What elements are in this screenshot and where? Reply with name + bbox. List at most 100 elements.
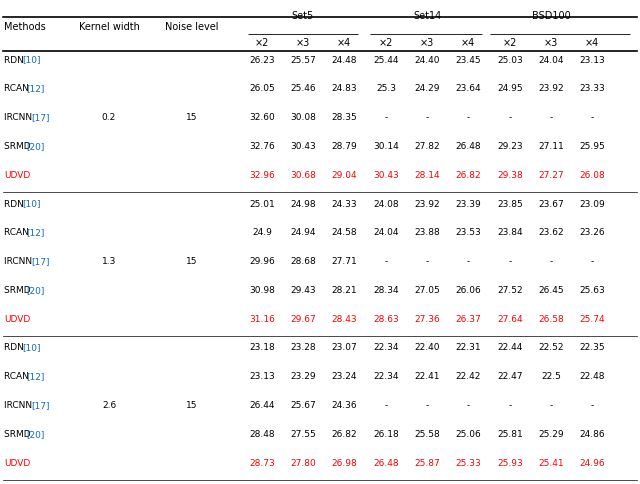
Text: 23.28: 23.28 — [290, 344, 316, 352]
Text: [20]: [20] — [26, 142, 45, 151]
Text: 27.82: 27.82 — [414, 142, 440, 151]
Text: ×4: ×4 — [337, 38, 351, 47]
Text: [10]: [10] — [22, 199, 40, 209]
Text: 26.48: 26.48 — [455, 142, 481, 151]
Text: -: - — [590, 401, 594, 410]
Text: ×3: ×3 — [420, 38, 434, 47]
Text: 25.74: 25.74 — [579, 315, 605, 324]
Text: 27.71: 27.71 — [331, 257, 357, 266]
Text: Kernel width: Kernel width — [79, 22, 140, 31]
Text: 30.43: 30.43 — [373, 171, 399, 180]
Text: 25.44: 25.44 — [373, 56, 399, 64]
Text: 28.68: 28.68 — [290, 257, 316, 266]
Text: 32.96: 32.96 — [249, 171, 275, 180]
Text: 22.31: 22.31 — [455, 344, 481, 352]
Text: 28.73: 28.73 — [249, 459, 275, 468]
Text: 31.16: 31.16 — [249, 315, 275, 324]
Text: 26.08: 26.08 — [579, 171, 605, 180]
Text: 28.43: 28.43 — [331, 315, 357, 324]
Text: RCAN: RCAN — [4, 372, 32, 381]
Text: 23.26: 23.26 — [579, 228, 605, 237]
Text: BSD100: BSD100 — [532, 11, 570, 21]
Text: [12]: [12] — [26, 372, 45, 381]
Text: UDVD: UDVD — [4, 315, 30, 324]
Text: ×2: ×2 — [503, 38, 517, 47]
Text: 28.63: 28.63 — [373, 315, 399, 324]
Text: Methods: Methods — [4, 22, 45, 31]
Text: 26.37: 26.37 — [455, 315, 481, 324]
Text: 26.05: 26.05 — [249, 84, 275, 93]
Text: RDN: RDN — [4, 56, 27, 64]
Text: 26.44: 26.44 — [249, 401, 275, 410]
Text: 26.98: 26.98 — [331, 459, 357, 468]
Text: 28.14: 28.14 — [414, 171, 440, 180]
Text: 24.9: 24.9 — [252, 228, 272, 237]
Text: ×4: ×4 — [461, 38, 475, 47]
Text: 22.34: 22.34 — [373, 372, 399, 381]
Text: 26.45: 26.45 — [538, 286, 564, 295]
Text: -: - — [508, 401, 511, 410]
Text: 23.85: 23.85 — [497, 199, 523, 209]
Text: Set5: Set5 — [292, 11, 314, 21]
Text: 27.11: 27.11 — [538, 142, 564, 151]
Text: 25.93: 25.93 — [497, 459, 523, 468]
Text: [20]: [20] — [26, 286, 45, 295]
Text: 24.04: 24.04 — [373, 228, 399, 237]
Text: 24.98: 24.98 — [290, 199, 316, 209]
Text: 28.79: 28.79 — [331, 142, 357, 151]
Text: -: - — [426, 257, 429, 266]
Text: 24.48: 24.48 — [332, 56, 356, 64]
Text: 23.53: 23.53 — [455, 228, 481, 237]
Text: 27.05: 27.05 — [414, 286, 440, 295]
Text: ×3: ×3 — [544, 38, 558, 47]
Text: UDVD: UDVD — [4, 459, 30, 468]
Text: 24.33: 24.33 — [331, 199, 357, 209]
Text: -: - — [385, 401, 388, 410]
Text: 25.87: 25.87 — [414, 459, 440, 468]
Text: 0.2: 0.2 — [102, 113, 116, 122]
Text: 29.96: 29.96 — [249, 257, 275, 266]
Text: 30.08: 30.08 — [290, 113, 316, 122]
Text: ×2: ×2 — [379, 38, 393, 47]
Text: 28.21: 28.21 — [331, 286, 357, 295]
Text: -: - — [426, 113, 429, 122]
Text: [20]: [20] — [26, 430, 45, 439]
Text: 23.92: 23.92 — [538, 84, 564, 93]
Text: ×4: ×4 — [585, 38, 599, 47]
Text: -: - — [508, 113, 511, 122]
Text: 15: 15 — [186, 401, 198, 410]
Text: [17]: [17] — [31, 257, 49, 266]
Text: 25.57: 25.57 — [290, 56, 316, 64]
Text: 27.27: 27.27 — [538, 171, 564, 180]
Text: 24.83: 24.83 — [331, 84, 357, 93]
Text: 25.01: 25.01 — [249, 199, 275, 209]
Text: -: - — [385, 257, 388, 266]
Text: -: - — [426, 401, 429, 410]
Text: 27.80: 27.80 — [290, 459, 316, 468]
Text: -: - — [385, 113, 388, 122]
Text: 23.64: 23.64 — [455, 84, 481, 93]
Text: 29.43: 29.43 — [290, 286, 316, 295]
Text: ×2: ×2 — [255, 38, 269, 47]
Text: 2.6: 2.6 — [102, 401, 116, 410]
Text: [12]: [12] — [26, 228, 45, 237]
Text: 29.23: 29.23 — [497, 142, 523, 151]
Text: 23.88: 23.88 — [414, 228, 440, 237]
Text: SRMD: SRMD — [4, 430, 33, 439]
Text: 23.13: 23.13 — [579, 56, 605, 64]
Text: 27.64: 27.64 — [497, 315, 523, 324]
Text: UDVD: UDVD — [4, 171, 30, 180]
Text: [10]: [10] — [22, 56, 40, 64]
Text: RDN: RDN — [4, 199, 27, 209]
Text: SRMD: SRMD — [4, 142, 33, 151]
Text: 15: 15 — [186, 257, 198, 266]
Text: 22.47: 22.47 — [497, 372, 523, 381]
Text: 25.3: 25.3 — [376, 84, 396, 93]
Text: 26.18: 26.18 — [373, 430, 399, 439]
Text: 24.94: 24.94 — [291, 228, 316, 237]
Text: 24.95: 24.95 — [497, 84, 523, 93]
Text: [17]: [17] — [31, 113, 49, 122]
Text: Noise level: Noise level — [165, 22, 219, 31]
Text: 25.81: 25.81 — [497, 430, 523, 439]
Text: -: - — [590, 257, 594, 266]
